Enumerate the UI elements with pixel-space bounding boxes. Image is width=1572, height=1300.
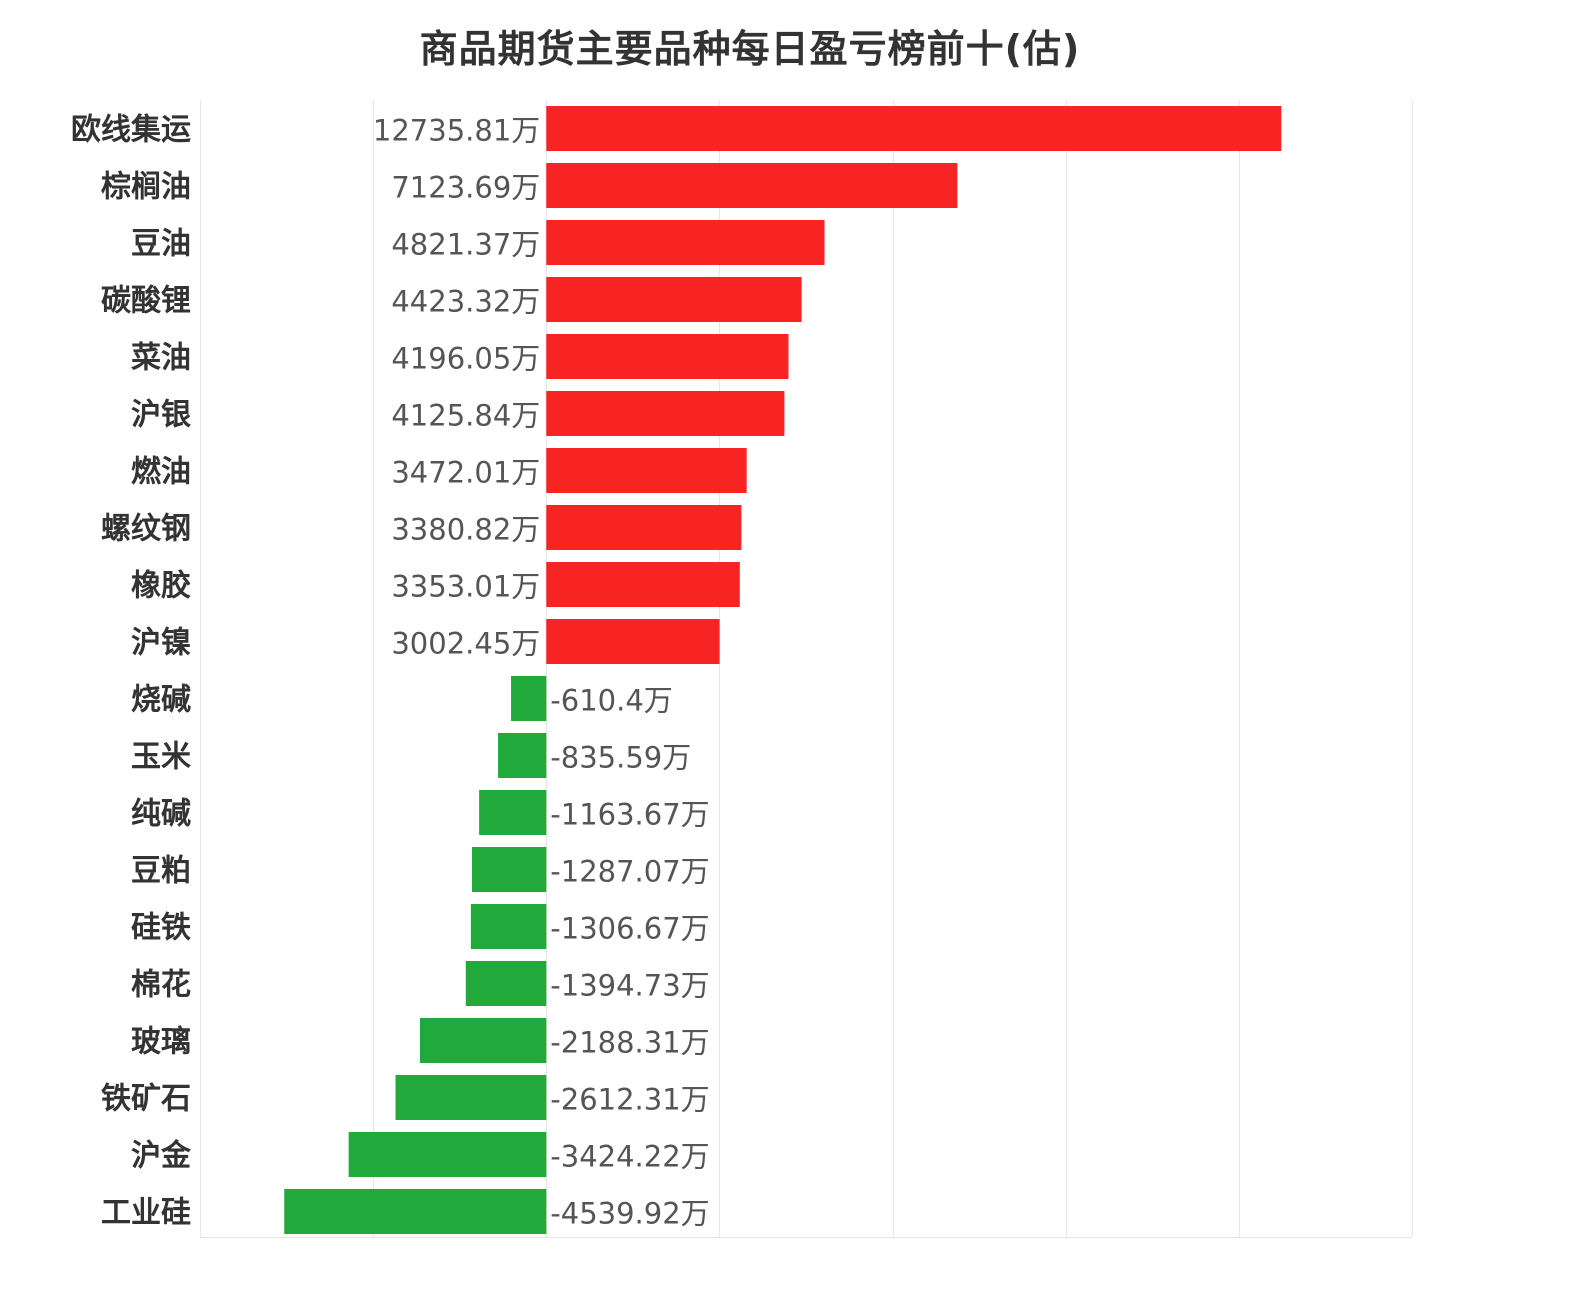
value-label: 12735.81万 (373, 114, 540, 148)
value-label: 4423.32万 (391, 285, 540, 319)
value-label: -3424.22万 (550, 1140, 709, 1174)
bar (546, 106, 1282, 151)
bar (546, 220, 825, 265)
value-label: 4821.37万 (391, 228, 540, 262)
bar (546, 505, 742, 550)
bar (546, 619, 720, 664)
category-label: 硅铁 (131, 911, 191, 946)
bar (511, 676, 547, 721)
category-label: 沪金 (131, 1139, 192, 1174)
category-label: 碳酸锂 (101, 284, 191, 319)
category-label: 沪镍 (131, 626, 191, 661)
bar (479, 790, 547, 835)
value-label: 4196.05万 (391, 342, 540, 376)
category-label: 橡胶 (131, 569, 191, 604)
bar (546, 163, 958, 208)
category-label: 豆粕 (131, 854, 191, 889)
bar (546, 562, 740, 607)
value-label: -835.59万 (550, 741, 691, 775)
value-label: 7123.69万 (391, 171, 540, 205)
value-label: -1394.73万 (550, 969, 709, 1003)
bar (284, 1189, 547, 1234)
bars (284, 106, 1282, 1234)
category-label: 棕榈油 (101, 170, 191, 205)
category-label: 豆油 (131, 227, 191, 262)
value-label: -610.4万 (550, 684, 673, 718)
bar (472, 847, 547, 892)
gridlines (200, 100, 1413, 1238)
category-label: 工业硅 (101, 1196, 191, 1231)
category-label: 玻璃 (131, 1025, 191, 1060)
value-label: -1306.67万 (550, 912, 709, 946)
value-label: -2188.31万 (550, 1026, 709, 1060)
chart-title: 商品期货主要品种每日盈亏榜前十(估) (419, 27, 1081, 71)
category-label: 菜油 (131, 341, 191, 376)
category-label: 螺纹钢 (101, 512, 191, 547)
value-label: -1163.67万 (550, 798, 709, 832)
bar (546, 277, 802, 322)
value-label: -1287.07万 (550, 855, 709, 889)
bar (498, 733, 547, 778)
bar (546, 448, 747, 493)
category-label: 铁矿石 (101, 1082, 191, 1117)
category-label: 纯碱 (131, 797, 191, 832)
category-label: 烧碱 (131, 683, 191, 718)
category-label: 沪银 (131, 398, 191, 433)
value-label: 3002.45万 (391, 627, 540, 661)
bar (419, 1018, 547, 1063)
value-label: -4539.92万 (550, 1197, 709, 1231)
value-label: 3380.82万 (391, 513, 540, 547)
category-label: 欧线集运 (71, 113, 191, 148)
category-label: 棉花 (131, 968, 191, 1003)
bar (470, 904, 547, 949)
bar (348, 1132, 547, 1177)
bar (546, 334, 789, 379)
bar (546, 391, 785, 436)
value-label: 3472.01万 (391, 456, 540, 490)
category-label: 玉米 (131, 740, 191, 775)
bar (395, 1075, 547, 1120)
value-label: 3353.01万 (391, 570, 540, 604)
category-label: 燃油 (131, 455, 191, 490)
value-label: -2612.31万 (550, 1083, 709, 1117)
value-label: 4125.84万 (391, 399, 540, 433)
category-labels: 欧线集运棕榈油豆油碳酸锂菜油沪银燃油螺纹钢橡胶沪镍烧碱玉米纯碱豆粕硅铁棉花玻璃铁… (71, 113, 192, 1231)
bar (465, 961, 547, 1006)
value-labels: 12735.81万 7123.69万 4821.37万 4423.32万 4196.05… (373, 114, 710, 1231)
